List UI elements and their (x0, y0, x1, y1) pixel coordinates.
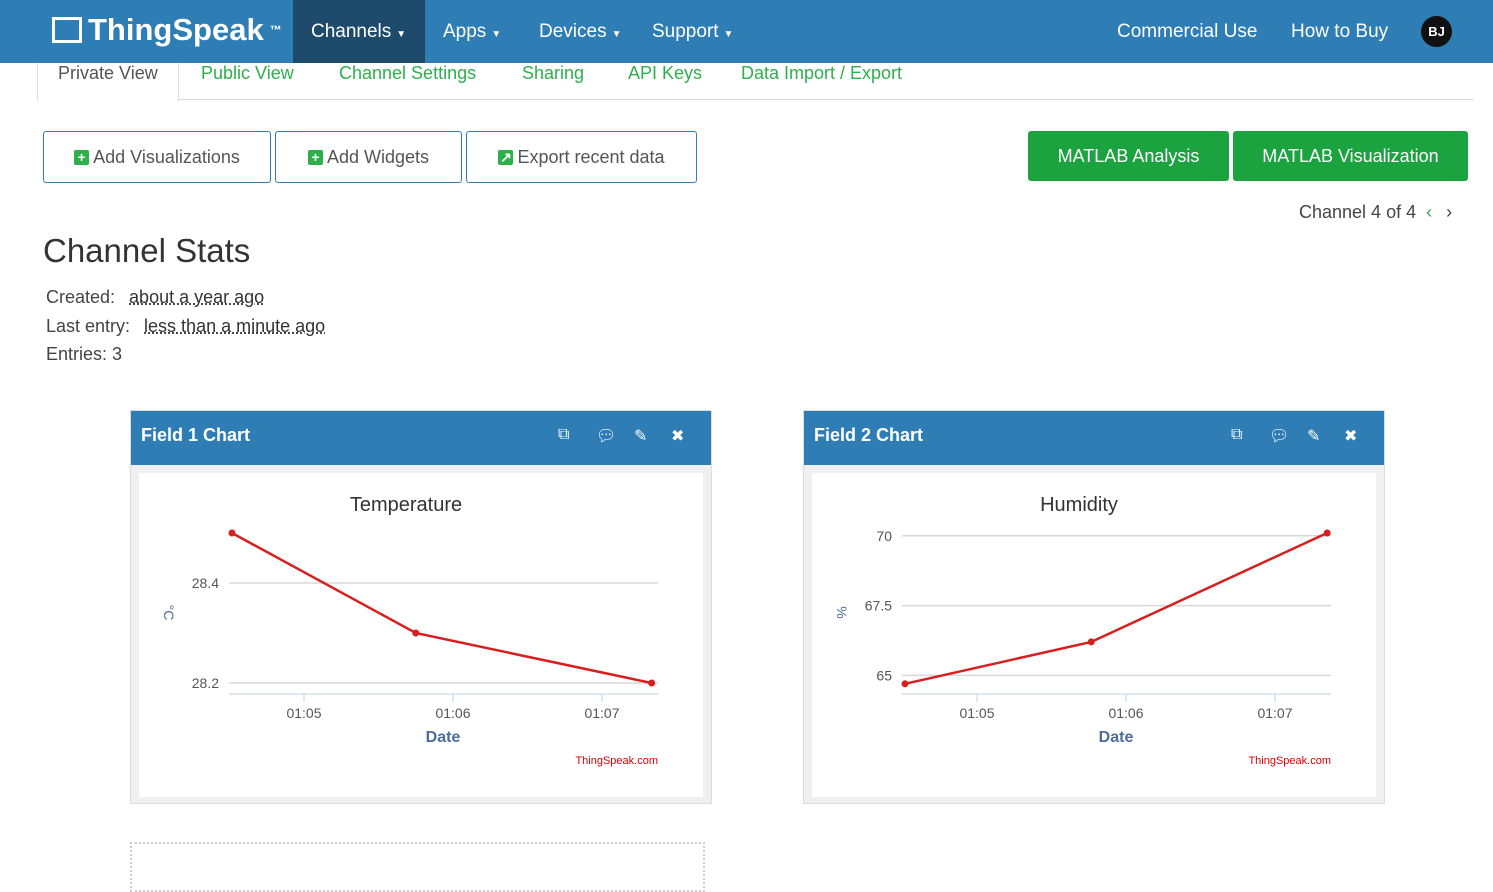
channel-count: Channel 4 of 4 (1299, 202, 1417, 222)
y-axis-label: % (834, 606, 850, 618)
stat-label: Last entry: (46, 316, 131, 336)
tab-private-view[interactable]: Private View (37, 63, 179, 101)
x-tick-label: 01:06 (435, 705, 470, 721)
nav-how-to-buy[interactable]: How to Buy (1291, 21, 1389, 42)
nav-commercial-use[interactable]: Commercial Use (1117, 21, 1258, 42)
nav-devices[interactable]: Devices ▼ (521, 0, 639, 63)
tab-channel-settings[interactable]: Channel Settings (339, 63, 477, 83)
add-widgets-button[interactable]: + Add Widgets (275, 131, 462, 183)
x-tick-label: 01:07 (584, 705, 619, 721)
x-tick-label: 01:05 (286, 705, 321, 721)
chart-area: Temperature 28.2 28.4 01:05 01:06 01:07 Date °C… (139, 473, 703, 797)
y-tick-label: 65 (876, 667, 892, 683)
button-label: Add Widgets (326, 146, 430, 167)
created-stat: Created: about a year ago (46, 287, 264, 308)
caret-down-icon: ▼ (491, 29, 502, 40)
comment-icon[interactable]: 💬︎ (596, 428, 617, 445)
x-axis-label: Date (1099, 729, 1134, 746)
external-link-icon[interactable]: ⧉ (558, 426, 570, 443)
y-tick-label: 70 (876, 528, 892, 544)
chevron-right-icon[interactable]: › (1446, 202, 1453, 222)
speech-bubble-icon (52, 17, 82, 43)
nav-label: Devices (539, 21, 607, 42)
x-tick-label: 01:05 (959, 705, 994, 721)
panel-header: Field 2 Chart ⧉ 💬︎ ✎ ✖ (804, 411, 1384, 465)
y-tick-label: 28.2 (192, 675, 219, 691)
chevron-left-icon[interactable]: ‹ (1426, 202, 1433, 222)
matlab-analysis-button[interactable]: MATLAB Analysis (1028, 131, 1229, 181)
comment-icon[interactable]: 💬︎ (1269, 428, 1290, 445)
plus-icon: + (74, 149, 90, 165)
nav-support[interactable]: Support ▼ (634, 0, 751, 63)
export-icon: ↗ (498, 148, 514, 165)
nav-channels[interactable]: Channels ▼ (293, 0, 425, 63)
button-label: Add Visualizations (93, 146, 240, 167)
tab-public-view[interactable]: Public View (201, 63, 294, 83)
nav-label: Support (652, 21, 719, 42)
field-1-chart-panel: Field 1 Chart ⧉ 💬︎ ✎ ✖ Temperature 28.2 28… (130, 410, 712, 804)
close-icon[interactable]: ✖ (1344, 428, 1358, 445)
top-navbar: ThingSpeak ™ Channels ▼ Apps ▼ Devices ▼ Sup… (0, 0, 1493, 63)
tab-data-import-export[interactable]: Data Import / Export (741, 63, 903, 83)
close-icon[interactable]: ✖ (671, 428, 685, 445)
chart-title: Humidity (1040, 494, 1118, 516)
chart-title: Temperature (350, 494, 462, 516)
temperature-chart: Temperature 28.2 28.4 01:05 01:06 01:07 Date °C… (161, 494, 658, 767)
y-tick-label: 67.5 (865, 598, 892, 614)
stat-label: Created: (46, 287, 116, 307)
x-tick-label: 01:07 (1257, 705, 1292, 721)
stat-value: less than a minute ago (144, 316, 326, 336)
series-line (904, 531, 1328, 686)
nav-apps[interactable]: Apps ▼ (425, 0, 519, 63)
stat-value: about a year ago (129, 287, 265, 307)
data-point (648, 679, 656, 687)
tab-api-keys[interactable]: API Keys (628, 63, 703, 83)
thingspeak-logo[interactable]: ThingSpeak ™ (52, 12, 282, 48)
x-tick-label: 01:06 (1108, 705, 1143, 721)
caret-down-icon: ▼ (723, 29, 734, 40)
last-entry-stat: Last entry: less than a minute ago (46, 316, 325, 337)
pencil-icon[interactable]: ✎ (634, 428, 648, 445)
tab-sharing[interactable]: Sharing (522, 63, 585, 83)
chart-area: Humidity 65 67.5 70 01:05 01:06 01:07 Date% Thin… (812, 473, 1376, 797)
data-point (1323, 529, 1331, 537)
button-label: Export recent data (517, 146, 665, 167)
plus-icon: + (307, 149, 323, 165)
data-point (412, 629, 420, 637)
caret-down-icon: ▼ (611, 29, 622, 40)
nav-label: Apps (443, 21, 487, 42)
nav-label: Channels (311, 21, 392, 42)
channel-tabs: Private View Public View Channel Setting… (37, 63, 1474, 101)
data-point (901, 680, 909, 688)
caret-down-icon: ▼ (396, 29, 407, 40)
chart-credit: ThingSpeak.com (1248, 755, 1331, 767)
export-recent-data-button[interactable]: ↗ Export recent data (466, 131, 697, 183)
pencil-icon[interactable]: ✎ (1307, 428, 1321, 445)
chart-credit: ThingSpeak.com (575, 755, 658, 767)
data-point (228, 529, 236, 537)
trademark: ™ (269, 23, 282, 37)
channel-pager: Channel 4 of 4 ‹ › (1299, 202, 1452, 223)
entries-stat: Entries: 3 (46, 344, 123, 364)
avatar[interactable]: BJ (1421, 16, 1452, 47)
page-title: Channel Stats (43, 232, 251, 269)
placeholder-panel (130, 842, 705, 892)
field-2-chart-panel: Field 2 Chart ⧉ 💬︎ ✎ ✖ Humidity 65 67.5 70 0… (803, 410, 1385, 804)
brand-name: ThingSpeak (88, 12, 264, 47)
y-tick-label: 28.4 (192, 575, 219, 591)
panel-title: Field 1 Chart (141, 425, 251, 445)
matlab-visualization-button[interactable]: MATLAB Visualization (1233, 131, 1468, 181)
add-visualizations-button[interactable]: + Add Visualizations (43, 131, 271, 183)
x-axis-label: Date (426, 729, 461, 746)
series-line (231, 531, 652, 685)
y-axis-label: °C (161, 605, 177, 621)
panel-header: Field 1 Chart ⧉ 💬︎ ✎ ✖ (131, 411, 711, 465)
external-link-icon[interactable]: ⧉ (1231, 426, 1243, 443)
data-point (1087, 638, 1095, 646)
humidity-chart: Humidity 65 67.5 70 01:05 01:06 01:07 Date% Thin… (834, 494, 1331, 767)
panel-title: Field 2 Chart (814, 425, 924, 445)
